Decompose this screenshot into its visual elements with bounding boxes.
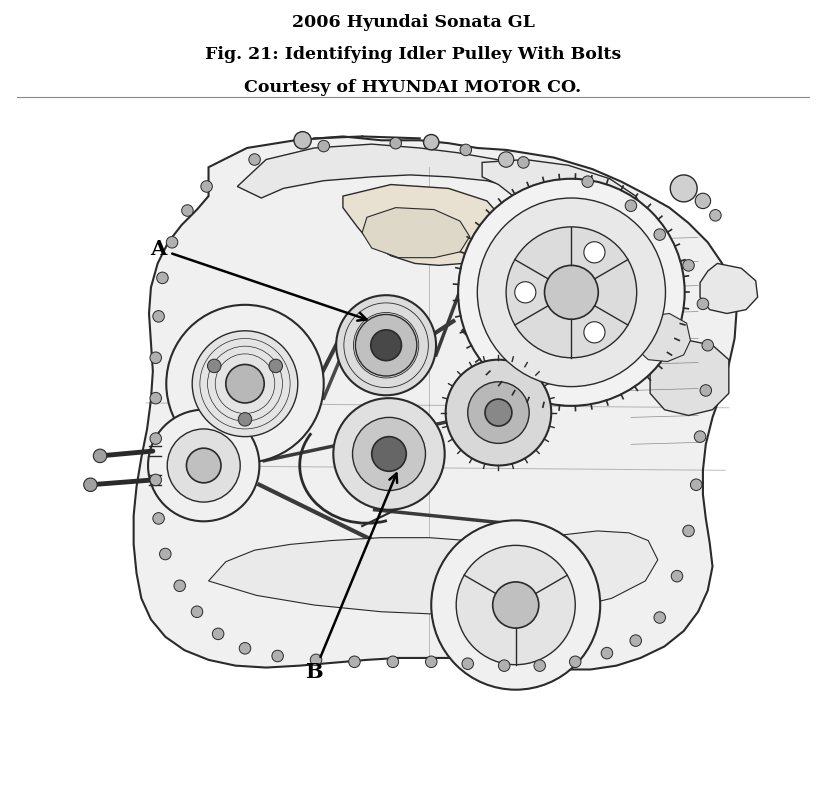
Circle shape xyxy=(506,227,637,358)
Circle shape xyxy=(672,570,683,582)
Circle shape xyxy=(192,331,298,436)
Text: Courtesy of HYUNDAI MOTOR CO.: Courtesy of HYUNDAI MOTOR CO. xyxy=(244,78,582,96)
Polygon shape xyxy=(650,340,729,415)
Circle shape xyxy=(697,298,709,310)
Circle shape xyxy=(272,650,283,662)
Circle shape xyxy=(182,205,193,217)
Circle shape xyxy=(294,132,311,149)
Circle shape xyxy=(625,200,637,212)
Circle shape xyxy=(515,282,536,303)
Circle shape xyxy=(336,295,436,396)
Circle shape xyxy=(157,272,169,284)
Circle shape xyxy=(654,612,666,623)
Polygon shape xyxy=(636,313,691,362)
Text: Fig. 21: Identifying Idler Pulley With Bolts: Fig. 21: Identifying Idler Pulley With B… xyxy=(205,46,621,63)
Circle shape xyxy=(207,360,221,372)
Polygon shape xyxy=(700,264,757,313)
Circle shape xyxy=(424,134,439,150)
Circle shape xyxy=(462,658,473,670)
Circle shape xyxy=(355,315,417,376)
Circle shape xyxy=(167,429,240,502)
Circle shape xyxy=(153,513,164,524)
Circle shape xyxy=(498,660,510,671)
Circle shape xyxy=(425,656,437,667)
Circle shape xyxy=(456,546,575,665)
Circle shape xyxy=(492,582,539,628)
Circle shape xyxy=(569,656,581,667)
Circle shape xyxy=(431,520,601,690)
Circle shape xyxy=(93,449,107,463)
Circle shape xyxy=(446,360,551,466)
Circle shape xyxy=(584,322,605,343)
Circle shape xyxy=(311,654,322,666)
Circle shape xyxy=(212,628,224,640)
Circle shape xyxy=(174,580,186,591)
Circle shape xyxy=(695,431,705,443)
Circle shape xyxy=(166,237,178,248)
Circle shape xyxy=(334,398,444,510)
Circle shape xyxy=(477,198,666,387)
Circle shape xyxy=(534,660,545,671)
Circle shape xyxy=(225,364,264,403)
Circle shape xyxy=(201,181,212,193)
Circle shape xyxy=(485,400,512,426)
Circle shape xyxy=(630,635,642,646)
Circle shape xyxy=(192,606,202,618)
Circle shape xyxy=(240,642,251,654)
Circle shape xyxy=(187,448,221,483)
Polygon shape xyxy=(482,160,648,261)
Circle shape xyxy=(654,229,666,240)
Circle shape xyxy=(353,417,425,491)
Circle shape xyxy=(601,647,613,659)
Circle shape xyxy=(371,330,401,360)
Polygon shape xyxy=(343,185,501,265)
Circle shape xyxy=(670,175,697,202)
Circle shape xyxy=(148,410,259,521)
Circle shape xyxy=(582,176,593,188)
Polygon shape xyxy=(208,531,657,614)
Text: 2006 Hyundai Sonata GL: 2006 Hyundai Sonata GL xyxy=(292,14,534,31)
Circle shape xyxy=(150,352,161,364)
Polygon shape xyxy=(134,137,737,670)
Circle shape xyxy=(153,311,164,322)
Text: A: A xyxy=(150,239,367,320)
Circle shape xyxy=(458,179,685,406)
Circle shape xyxy=(460,144,472,156)
Circle shape xyxy=(468,382,529,443)
Circle shape xyxy=(318,141,330,152)
Circle shape xyxy=(695,193,710,209)
Circle shape xyxy=(584,242,605,263)
Circle shape xyxy=(349,656,360,667)
Circle shape xyxy=(710,209,721,221)
Circle shape xyxy=(166,304,324,463)
Circle shape xyxy=(387,656,399,667)
Circle shape xyxy=(150,392,161,404)
Circle shape xyxy=(683,525,695,537)
Circle shape xyxy=(683,260,695,271)
Circle shape xyxy=(702,340,714,351)
Circle shape xyxy=(150,474,161,486)
Circle shape xyxy=(544,265,598,320)
Circle shape xyxy=(249,153,260,165)
Circle shape xyxy=(518,157,529,168)
Circle shape xyxy=(372,436,406,471)
Circle shape xyxy=(159,548,171,560)
Circle shape xyxy=(238,412,252,426)
Circle shape xyxy=(691,479,702,491)
Circle shape xyxy=(83,478,97,491)
Polygon shape xyxy=(362,208,470,257)
Text: B: B xyxy=(306,474,397,682)
Polygon shape xyxy=(237,144,573,201)
Circle shape xyxy=(498,152,514,167)
Circle shape xyxy=(700,384,711,396)
Circle shape xyxy=(150,433,161,444)
Circle shape xyxy=(269,360,282,372)
Circle shape xyxy=(390,137,401,149)
